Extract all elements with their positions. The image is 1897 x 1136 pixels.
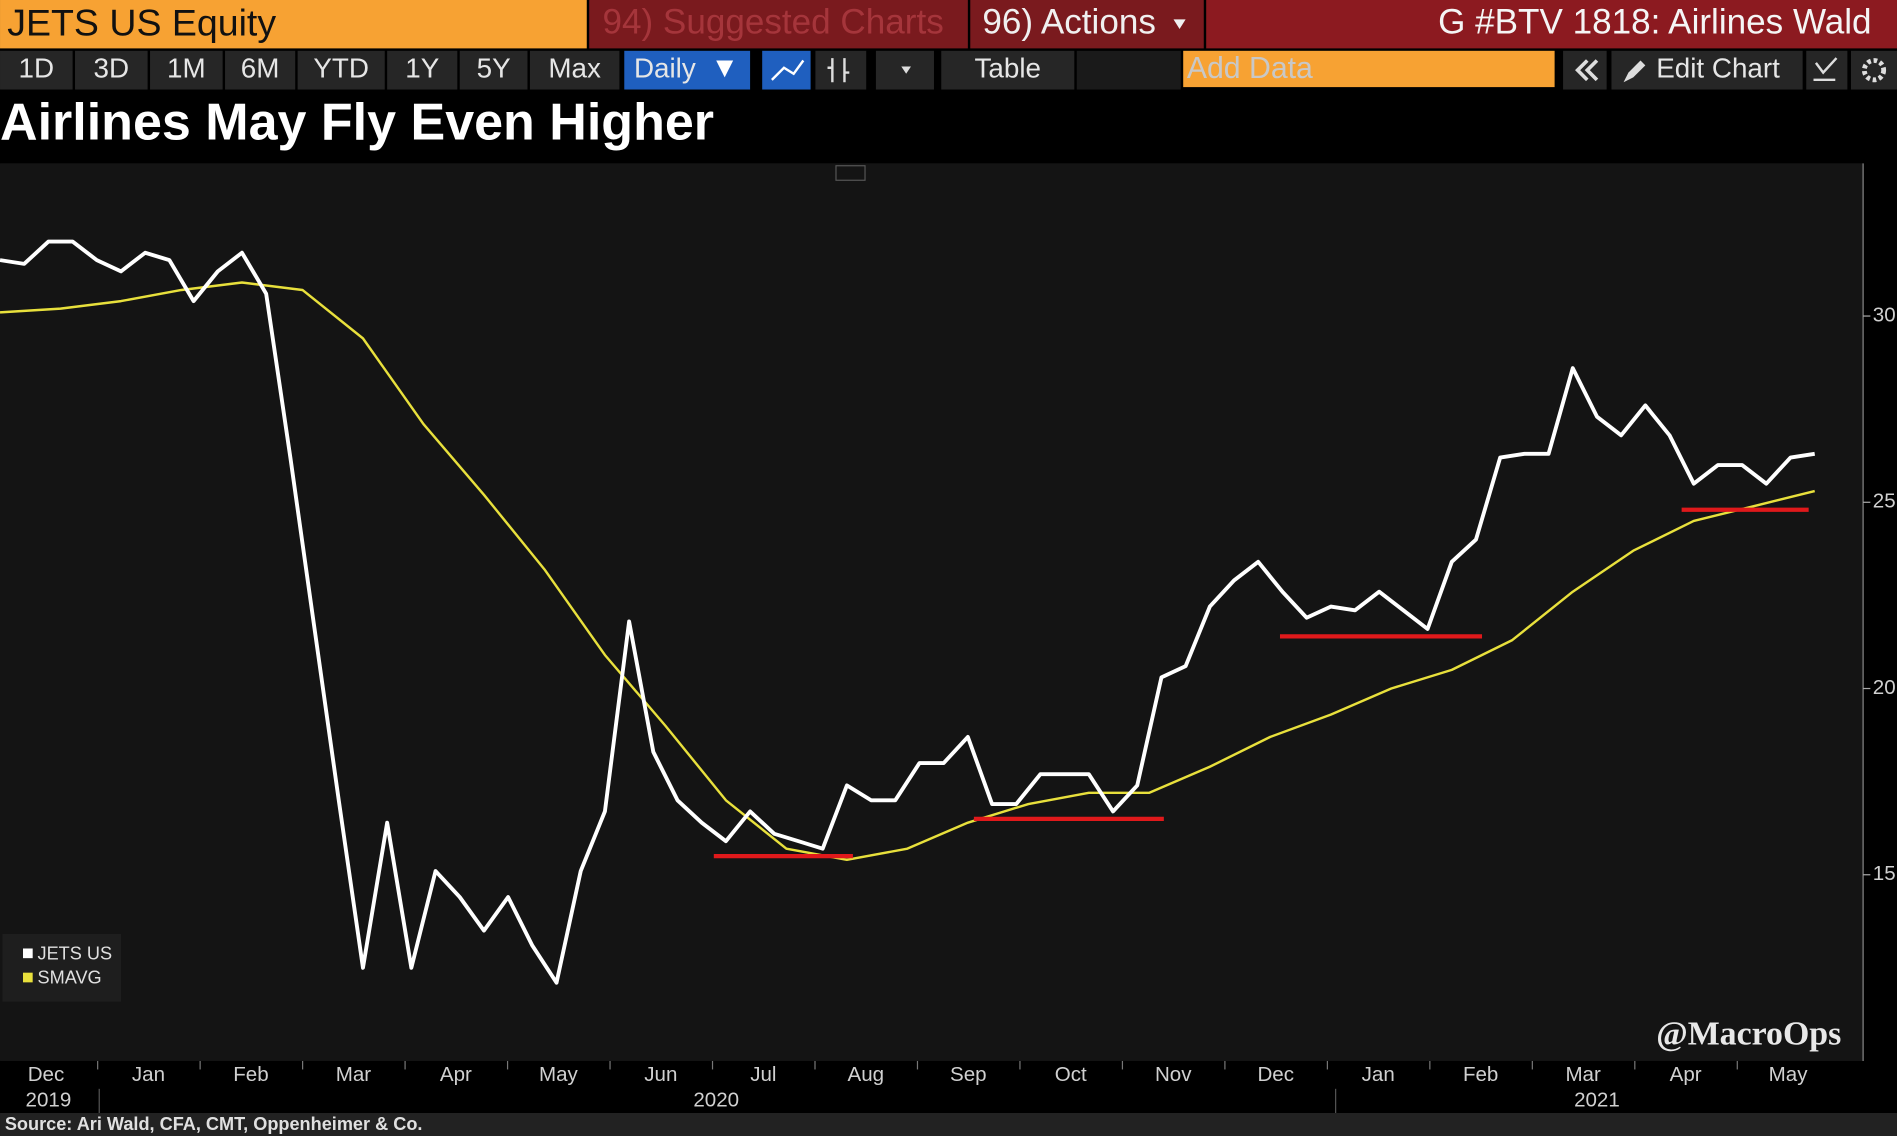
period-button[interactable] (0, 50, 73, 90)
period-button[interactable] (387, 50, 458, 90)
source: Source: Ari Wald, CFA, CMT, Oppenheimer … (5, 1114, 423, 1134)
y-tick-label: 20 (1873, 676, 1896, 699)
ticker: JETS US Equity (7, 1, 276, 43)
actions-button[interactable] (970, 0, 1204, 49)
table-button[interactable] (941, 50, 1075, 90)
period-label: 1Y (405, 53, 439, 84)
line-icon (771, 59, 805, 81)
x-tick-label: Jun (644, 1063, 677, 1086)
watermark: @MacroOps (1656, 1016, 1841, 1053)
period-label: 6M (241, 53, 280, 84)
chart-menu-icon (835, 165, 866, 181)
period-button[interactable] (225, 50, 296, 90)
edit-chart-button[interactable] (1611, 50, 1803, 90)
dropdown-arrow (716, 60, 734, 78)
period-button[interactable] (529, 50, 620, 90)
x-tick-label: Jul (750, 1063, 776, 1086)
period-label: Max (548, 53, 601, 84)
add-data-input[interactable] (1183, 50, 1555, 88)
plot-area (0, 163, 1864, 1061)
x-tick-label: May (1769, 1063, 1809, 1086)
period-label: 3D (94, 53, 130, 84)
x-tick-label: Jan (1362, 1063, 1395, 1086)
x-tick-label: Oct (1055, 1063, 1087, 1086)
collapse-icon (1575, 59, 1599, 82)
period-label: 5Y (477, 53, 511, 84)
x-tick-label: Mar (1565, 1063, 1601, 1086)
period-label: YTD (313, 53, 369, 84)
legend-box (2, 933, 121, 1002)
dropdown-arrow (901, 66, 911, 74)
x-tick-label: Dec (28, 1063, 65, 1086)
source-bar (0, 1113, 1897, 1136)
command-bar (1206, 0, 1897, 49)
x-tick-label: Dec (1257, 1063, 1294, 1086)
legend-label: SMAVG (38, 968, 102, 988)
period-label: 1D (19, 53, 55, 84)
command: G #BTV 1818: Airlines Wald (1438, 2, 1871, 41)
gear-icon (1861, 58, 1887, 83)
legend-swatch (23, 972, 33, 983)
actions-label: 96) Actions (982, 2, 1156, 41)
add-data-placeholder: Add Data (1187, 52, 1313, 85)
period-button[interactable] (459, 50, 528, 90)
dropdown-arrow (1173, 19, 1186, 30)
period-button[interactable] (75, 50, 148, 90)
frequency-button[interactable] (624, 50, 751, 90)
ticker-box[interactable] (0, 0, 587, 49)
legend-label: JETS US (38, 943, 113, 963)
edit-chart-label: Edit Chart (1656, 53, 1780, 84)
series-line (0, 239, 1816, 985)
x-tick-label: Feb (233, 1063, 268, 1086)
y-tick-label: 15 (1873, 862, 1896, 885)
x-year-label: 2021 (1574, 1088, 1620, 1111)
x-tick-label: Apr (1670, 1063, 1702, 1086)
x-tick-label: Aug (848, 1063, 885, 1086)
legend-swatch (23, 948, 33, 959)
bar-icon-button[interactable] (815, 50, 867, 90)
settings-button[interactable] (1851, 50, 1897, 90)
x-tick-label: May (539, 1063, 579, 1086)
period-button[interactable] (150, 50, 223, 90)
chart-title: Airlines May Fly Even Higher (0, 94, 714, 152)
series-line (0, 281, 1816, 862)
x-tick-label: Jan (132, 1063, 165, 1086)
suggested-label: 94) Suggested Charts (602, 2, 943, 41)
frequency-label: Daily (634, 53, 696, 84)
y-tick-label: 25 (1873, 490, 1896, 513)
table-label: Table (975, 53, 1042, 84)
bar-icon (827, 58, 850, 83)
x-tick-label: Apr (440, 1063, 472, 1086)
y-axis-area (1863, 163, 1897, 1061)
x-tick-label: Feb (1463, 1063, 1498, 1086)
period-label: 1M (167, 53, 206, 84)
annotate-icon (1813, 57, 1838, 82)
pencil-icon (1623, 60, 1646, 83)
period-button[interactable] (297, 50, 385, 90)
x-tick-label: Mar (336, 1063, 372, 1086)
x-year-label: 2019 (26, 1088, 72, 1111)
x-tick-label: Nov (1155, 1063, 1192, 1086)
suggested-button[interactable] (589, 0, 968, 49)
x-year-label: 2020 (693, 1088, 739, 1111)
x-tick-label: Sep (950, 1063, 987, 1086)
y-tick-label: 30 (1873, 303, 1896, 326)
x-axis-area (0, 1060, 1897, 1114)
spacer (1076, 50, 1181, 90)
